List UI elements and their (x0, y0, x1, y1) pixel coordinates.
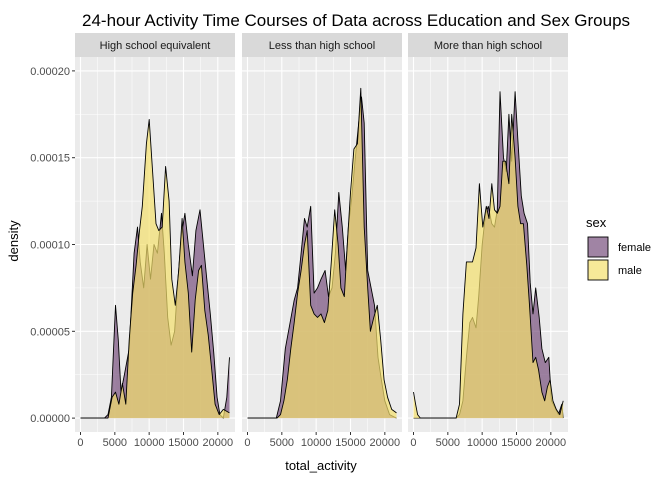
x-tick-label: 20000 (203, 437, 234, 449)
legend-key-male (587, 259, 609, 281)
x-axes: 0 5000 10000 15000 20000 0 5000 10000 15000 20000… (77, 432, 566, 449)
x-tick-label: 5000 (436, 437, 460, 449)
x-tick-label: 20000 (536, 437, 567, 449)
facet-panels: High school equivalent Less than high sch… (75, 33, 568, 432)
x-tick-label: 0 (410, 437, 416, 449)
strip-background (75, 33, 235, 57)
x-tick-label: 5000 (270, 437, 294, 449)
strip-background (242, 33, 402, 57)
density-area-male (413, 114, 564, 419)
strip-label: Less than high school (269, 40, 375, 52)
density-line-male (413, 113, 564, 419)
legend-title: sex (586, 215, 607, 230)
legend: sex female male (586, 215, 651, 281)
y-tick-label: 0.00010 (30, 240, 70, 252)
legend-label-female: female (618, 242, 651, 254)
density-line-male (247, 87, 397, 419)
facet-panel: High school equivalent (75, 33, 235, 432)
x-tick-label: 20000 (370, 437, 401, 449)
y-tick-label: 0.00005 (30, 326, 70, 338)
facet-panel: Less than high school (242, 33, 402, 432)
chart-title: 24-hour Activity Time Courses of Data ac… (82, 11, 630, 30)
y-tick-label: 0.00015 (30, 153, 70, 165)
y-tick-label: 0.00000 (30, 413, 70, 425)
x-tick-label: 5000 (103, 437, 127, 449)
strip-label: High school equivalent (100, 40, 211, 52)
density-line-male (80, 119, 230, 419)
x-tick-label: 0 (77, 437, 83, 449)
strip-label: More than high school (434, 40, 542, 52)
density-area-male (247, 88, 397, 419)
density-area-male (80, 119, 230, 419)
y-axis-title: density (6, 220, 21, 262)
x-tick-label: 15000 (168, 437, 199, 449)
x-tick-label: 15000 (335, 437, 366, 449)
strip-background (408, 33, 568, 57)
facet-panel: More than high school (408, 33, 568, 432)
x-tick-label: 0 (244, 437, 250, 449)
y-axis: 0.00000 0.00005 0.00010 0.00015 0.00020 (30, 66, 75, 425)
x-tick-label: 10000 (467, 437, 498, 449)
x-tick-label: 15000 (501, 437, 532, 449)
legend-key-female (587, 236, 609, 258)
x-tick-label: 10000 (301, 437, 332, 449)
y-tick-label: 0.00020 (30, 66, 70, 78)
legend-label-male: male (618, 265, 642, 277)
x-axis-title: total_activity (285, 458, 357, 473)
x-tick-label: 10000 (134, 437, 165, 449)
